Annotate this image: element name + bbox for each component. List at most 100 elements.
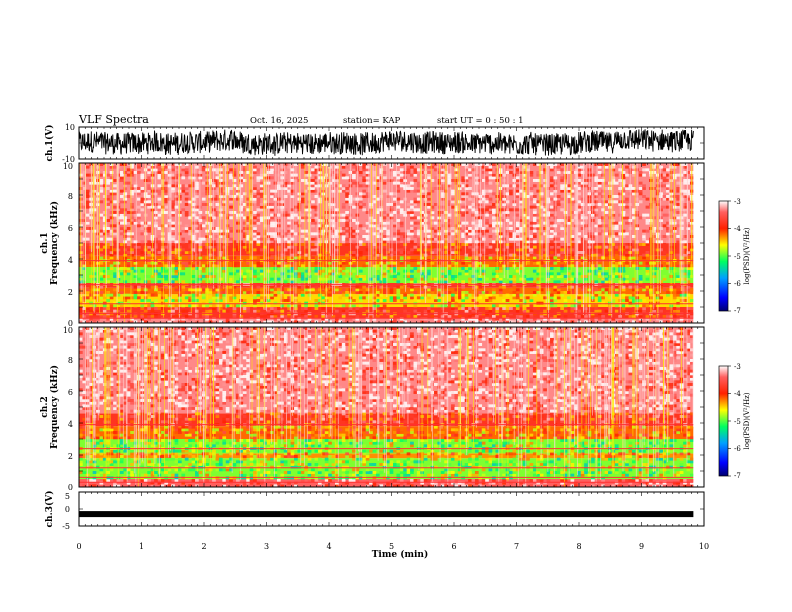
spectrogram-cell: [553, 224, 558, 228]
spectrogram-cell: [662, 277, 667, 281]
spectrogram-cell: [147, 179, 151, 182]
spectrogram-cell: [297, 301, 302, 305]
spectrogram-cell: [481, 245, 486, 249]
spectrogram-cell: [454, 288, 459, 292]
spectrogram-cell: [676, 197, 681, 201]
spectrogram-cell: [171, 309, 175, 313]
spectrogram-cell: [645, 253, 650, 257]
spectrogram-cell: [621, 213, 626, 217]
spectrogram-cell: [218, 307, 223, 310]
spectrogram-cell: [430, 216, 435, 220]
spectrogram-cell: [543, 317, 547, 321]
spectrogram-cell: [345, 291, 349, 294]
spectrogram-cell: [577, 181, 582, 185]
spectrogram-cell: [638, 243, 643, 246]
spectrogram-cell: [82, 200, 87, 204]
spectrogram-cell: [375, 309, 380, 313]
spectrogram-cell: [102, 309, 107, 313]
spectrogram-cell: [427, 243, 431, 246]
spectrogram-cell: [300, 229, 305, 233]
spectrogram-cell: [485, 243, 489, 246]
spectrogram-cell: [481, 227, 486, 230]
spectrogram-cell: [519, 277, 524, 281]
spectrogram-cell: [270, 216, 274, 220]
spectrogram-cell: [304, 277, 308, 281]
spectrogram-cell: [396, 285, 401, 289]
spectrogram-cell: [253, 224, 257, 228]
spectrogram-cell: [331, 171, 336, 174]
spectrogram-cell: [256, 213, 261, 217]
spectrogram-cell: [143, 320, 148, 324]
spectrogram-cell: [567, 192, 571, 196]
spectrogram-cell: [683, 251, 687, 254]
spectrogram-cell: [283, 163, 288, 166]
spectrogram-cell: [393, 277, 397, 281]
spectrogram-cell: [393, 181, 397, 185]
spectrogram-cell: [399, 235, 404, 238]
spectrogram-cell: [341, 184, 346, 188]
spectrogram-cell: [102, 269, 107, 273]
spectrogram-cell: [447, 187, 452, 190]
spectrogram-cell: [539, 171, 544, 174]
spectrogram-cell: [474, 307, 479, 310]
spectrogram-cell: [532, 245, 537, 249]
spectrogram-cell: [433, 296, 438, 300]
spectrogram-cell: [126, 211, 131, 214]
spectrogram-cell: [590, 317, 595, 321]
spectrogram-cell: [560, 248, 564, 252]
spectrogram-cell: [396, 240, 401, 244]
spectrogram-cell: [580, 253, 585, 257]
spectrogram-cell: [553, 192, 558, 196]
spectrogram-cell: [358, 197, 363, 201]
spectrogram-cell: [386, 277, 390, 281]
spectrogram-cell: [270, 256, 274, 260]
spectrogram-cell: [468, 227, 472, 230]
spectrogram-cell: [403, 184, 407, 188]
spectrogram-cell: [457, 288, 462, 292]
spectrogram-cell: [474, 315, 479, 318]
spectrogram-cell: [604, 253, 609, 257]
spectrogram-cell: [437, 320, 442, 324]
spectrogram-cell: [396, 256, 401, 260]
spectrogram-cell: [488, 168, 493, 172]
sferic-streak: [472, 163, 474, 290]
spectrogram-cell: [137, 163, 141, 166]
spectrogram-cell: [686, 272, 691, 276]
spectrogram-cell: [222, 203, 227, 206]
spectrogram-cell: [188, 197, 192, 201]
spectrogram-cell: [82, 181, 87, 185]
spectrogram-cell: [109, 224, 114, 228]
spectrogram-cell: [328, 280, 332, 284]
spectrogram-cell: [614, 253, 619, 257]
spectrogram-cell: [160, 307, 165, 310]
spectrogram-cell: [137, 197, 141, 201]
spectrogram-cell: [427, 221, 431, 225]
spectrogram-cell: [659, 227, 663, 230]
spectrogram-cell: [365, 173, 370, 177]
spectrogram-cell: [382, 227, 387, 230]
spectrogram-cell: [625, 304, 629, 308]
spectrogram-cell: [119, 208, 124, 212]
spectrogram-cell: [242, 192, 247, 196]
spectrogram-cell: [195, 248, 199, 252]
spectrogram-cell: [567, 221, 571, 225]
spectrogram-cell: [447, 176, 452, 180]
spectrogram-cell: [410, 165, 414, 169]
spectrogram-cell: [505, 227, 510, 230]
spectrogram-cell: [519, 197, 524, 201]
spectrogram-cell: [474, 293, 479, 297]
spectrogram-cell: [393, 299, 397, 302]
spectrogram-cell: [270, 205, 274, 209]
spectrogram-cell: [157, 216, 162, 220]
spectrogram-cell: [109, 296, 114, 300]
spectrogram-cell: [382, 211, 387, 214]
spectrogram-cell: [430, 288, 435, 292]
spectrogram-cell: [645, 243, 650, 246]
spectrogram-cell: [532, 184, 537, 188]
spectrogram-cell: [512, 293, 517, 297]
spectrogram-cell: [338, 261, 343, 265]
spectrogram-cell: [201, 224, 206, 228]
spectrogram-cell: [212, 264, 216, 268]
spectrogram-cell: [331, 315, 336, 318]
spectrogram-cell: [140, 240, 145, 244]
